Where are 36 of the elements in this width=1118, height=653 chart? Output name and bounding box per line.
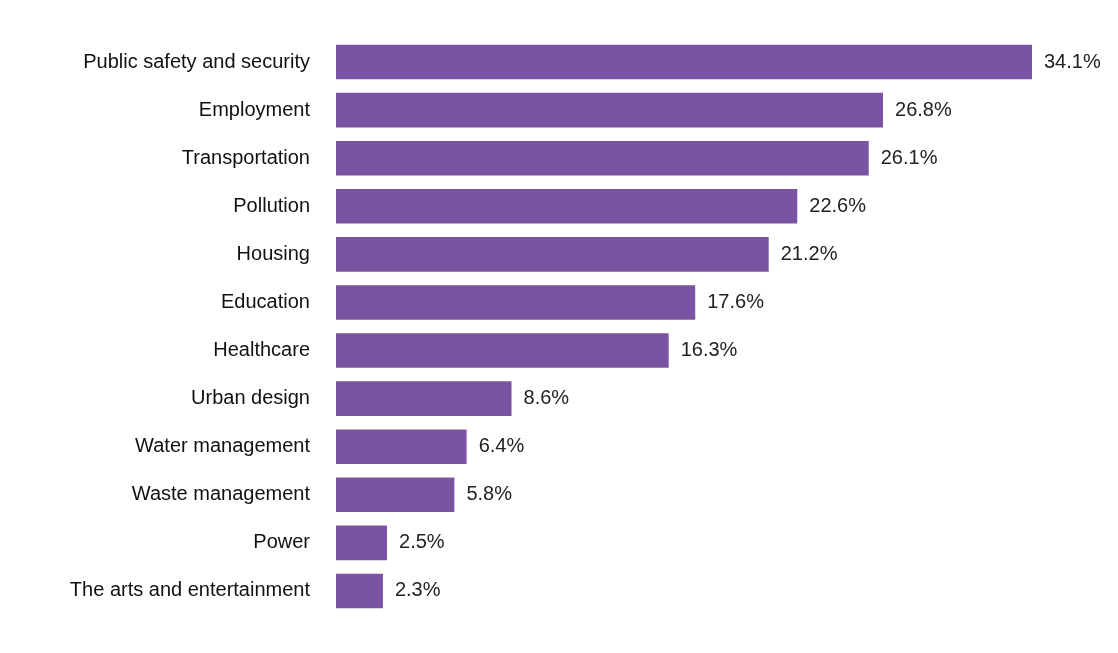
bar <box>336 525 388 561</box>
data-label: 5.8% <box>466 482 513 505</box>
bar <box>336 429 467 465</box>
y-tick-label: Pollution <box>233 193 310 216</box>
y-tick-label: Housing <box>236 241 310 264</box>
data-label: 16.3% <box>680 338 738 361</box>
y-tick-label: Education <box>221 289 310 312</box>
y-tick-label: Urban design <box>191 386 310 409</box>
bar <box>336 44 1032 80</box>
data-label: 26.8% <box>895 97 952 120</box>
bar <box>336 237 769 272</box>
y-tick-label: The arts and entertainment <box>69 578 311 601</box>
y-tick-label: Water management <box>135 434 311 457</box>
y-tick-label: Healthcare <box>213 338 310 361</box>
bar <box>336 285 696 320</box>
data-label: 17.6% <box>707 289 765 312</box>
data-label: 2.5% <box>399 530 445 553</box>
y-tick-label: Employment <box>198 97 311 120</box>
bar <box>336 188 798 224</box>
data-label: 34.1% <box>1044 49 1101 72</box>
data-label: 21.2% <box>780 241 838 264</box>
bar <box>336 573 383 609</box>
bar <box>336 477 455 513</box>
bar <box>336 92 883 128</box>
bar <box>336 140 869 176</box>
bar <box>336 381 512 416</box>
data-label: 22.6% <box>809 193 867 216</box>
data-label: 26.1% <box>880 145 938 168</box>
y-tick-label: Public safety and security <box>83 49 310 72</box>
y-tick-label: Power <box>253 530 311 553</box>
data-label: 2.3% <box>394 578 441 601</box>
data-label: 6.4% <box>478 434 525 457</box>
y-tick-label: Transportation <box>181 145 310 168</box>
bar <box>336 333 669 368</box>
data-label: 8.6% <box>523 386 570 409</box>
y-tick-label: Waste management <box>131 482 311 505</box>
